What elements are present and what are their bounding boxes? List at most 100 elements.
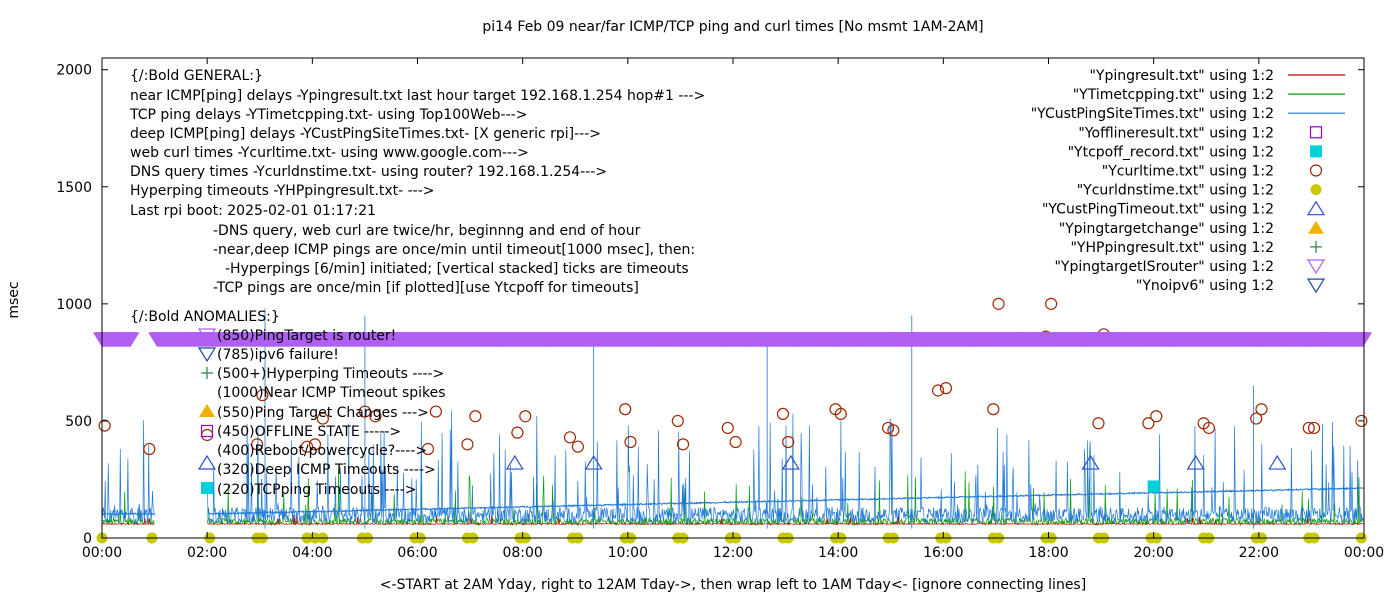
data-point [316, 412, 329, 425]
data-point [571, 440, 584, 453]
legend-entry: "Ycurldnstime.txt" using 1:2 [1077, 183, 1274, 199]
data-point [676, 438, 690, 451]
data-point [511, 426, 524, 439]
data-point [987, 403, 1000, 416]
data-point [1186, 454, 1205, 470]
annotation-text: (1000)Near ICMP Timeout spikes [217, 385, 446, 401]
legend-entry: "Yofflineresult.txt" using 1:2 [1078, 125, 1274, 141]
annotation-text: -Hyperpings [6/min] initiated; [vertical… [225, 261, 689, 277]
data-point [882, 421, 895, 435]
legend-entry: "YpingtargetISrouter" using 1:2 [1054, 259, 1274, 275]
series-line-pingresult [102, 514, 1364, 526]
data-point [421, 442, 435, 456]
x-tick-label: 14:00 [818, 545, 858, 561]
annotation-text: (785)ipv6 failure! [217, 347, 339, 363]
data-point [619, 403, 632, 416]
y-tick-label: 1500 [56, 180, 92, 196]
annotation-marker [199, 404, 215, 417]
annotation-marker [200, 424, 214, 438]
chart-title: pi14 Feb 09 near/far ICMP/TCP ping and c… [482, 19, 983, 35]
annotation-text: DNS query times -Ycurldnstime.txt- using… [130, 164, 607, 180]
y-axis-label: msec [6, 281, 22, 318]
x-tick-label: 08:00 [502, 545, 542, 561]
data-point [300, 440, 314, 453]
legend-swatch [1310, 184, 1322, 196]
annotation-text: -TCP pings are once/min [if plotted][use… [213, 280, 639, 296]
data-point [782, 435, 795, 449]
annotation-layer: {/:Bold GENERAL:} near ICMP[ping] delays … [129, 68, 705, 498]
series-line-custping-trend [101, 486, 1364, 516]
annotation-text: {/:Bold ANOMALIES:} [130, 309, 280, 325]
data-point [1150, 410, 1163, 423]
legend-swatch [1308, 220, 1324, 234]
data-point [729, 435, 742, 449]
data-point [461, 438, 474, 451]
data-point [1142, 417, 1155, 430]
annotation-text: (550)Ping Target Changes ---> [217, 405, 429, 421]
data-point [1268, 454, 1287, 470]
x-tick-label: 02:00 [187, 545, 227, 561]
legend-entry: "Ypingresult.txt" using 1:2 [1089, 68, 1274, 84]
legend-swatch [1306, 259, 1326, 275]
y-tick-label: 500 [65, 414, 92, 430]
x-tick-label: 12:00 [713, 545, 753, 561]
annotation-marker [201, 367, 213, 379]
annotation-text: -near,deep ICMP pings are once/min until… [213, 242, 695, 258]
annotation-text: deep ICMP[ping] delays -YCustPingSiteTim… [130, 126, 601, 142]
data-point [308, 438, 322, 451]
data-point [624, 435, 637, 449]
data-point [1302, 421, 1315, 435]
data-point [931, 384, 945, 397]
annotation-text: TCP ping delays -YTimetcpping.txt- using… [129, 107, 527, 123]
annotation-text: {/:Bold GENERAL:} [130, 68, 263, 84]
data-point [887, 424, 900, 437]
annotation-text: Hyperping timeouts -YHPpingresult.txt- -… [130, 183, 435, 199]
data-point [781, 454, 800, 470]
data-point [201, 428, 214, 442]
x-tick-label: 18:00 [1028, 545, 1068, 561]
data-point [939, 382, 953, 395]
series-line-custping [101, 410, 1364, 525]
data-point [469, 410, 482, 423]
data-point [251, 438, 264, 451]
annotation-text: (400)Reboot/powercycle?----> [217, 443, 427, 459]
legend-entry: "YCustPingSiteTimes.txt" using 1:2 [1031, 106, 1274, 122]
data-point [1147, 480, 1160, 493]
marker-layer [92, 297, 1373, 544]
data-point [671, 414, 684, 428]
data-point [358, 405, 372, 418]
annotation-text: (320)Deep ICMP Timeouts ----> [217, 462, 436, 478]
data-point [1045, 297, 1058, 310]
data-point [1202, 421, 1215, 435]
data-point [1092, 417, 1105, 430]
data-point [563, 431, 577, 444]
annotation-marker [201, 482, 213, 494]
x-tick-label: 00:00 [82, 545, 122, 561]
legend-entry: "Ytcpoff_record.txt" using 1:2 [1068, 144, 1274, 160]
data-point [369, 410, 382, 423]
y-tick-label: 0 [83, 531, 92, 547]
data-point [721, 421, 734, 435]
data-point [1250, 412, 1263, 425]
annotation-marker [197, 454, 217, 470]
legend-swatch [1309, 164, 1323, 177]
y-tick-label: 2000 [56, 63, 92, 79]
legend-swatch [1310, 240, 1322, 253]
x-tick-label: 06:00 [397, 545, 437, 561]
x-tick-label: 04:00 [292, 545, 332, 561]
legend-swatch [1309, 126, 1323, 139]
x-tick-label: 20:00 [1133, 545, 1173, 561]
legend-entry: "Ypingtargetchange" using 1:2 [1059, 221, 1274, 237]
x-tick-label: 00:00 [1344, 545, 1384, 561]
series-layer [101, 308, 1364, 529]
data-point [256, 389, 269, 402]
axes: 00:00 02:00 04:00 06:00 08:00 10:00 12:00 14:00… [56, 58, 1384, 561]
data-point [584, 454, 603, 470]
data-point [1355, 414, 1368, 428]
data-point [143, 442, 156, 456]
annotation-text: (220)TCPping Timeouts ----> [217, 482, 416, 498]
annotation-marker [197, 347, 217, 363]
legend-swatch [1306, 278, 1326, 294]
data-point [776, 407, 790, 421]
